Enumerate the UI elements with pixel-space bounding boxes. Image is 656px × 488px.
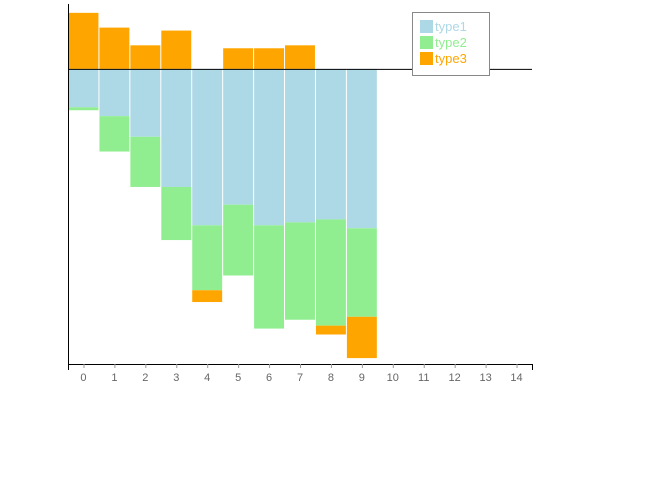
bar-type3-3: [161, 30, 192, 69]
bar-type1-5: [223, 68, 254, 205]
bar-type2-9: [346, 228, 377, 317]
bar-type2-8: [315, 219, 346, 326]
legend-swatch-type1: [420, 20, 433, 33]
bar-type1-7: [285, 68, 315, 223]
legend-label-type2: type2: [435, 35, 467, 50]
bar-type1-1: [99, 68, 130, 117]
bar-type3-7: [285, 45, 315, 69]
x-tick-label-10: 10: [387, 372, 399, 384]
bar-type2-6: [254, 225, 285, 329]
x-tick-label-6: 6: [266, 372, 272, 384]
x-tick-label-4: 4: [204, 372, 210, 384]
bar-type1-8: [315, 68, 346, 220]
bars-layer: [68, 12, 377, 359]
bar-type2-7: [285, 222, 315, 320]
x-tick-label-7: 7: [297, 372, 303, 384]
bar-type2-3: [161, 186, 192, 241]
x-tick-label-2: 2: [142, 372, 148, 384]
x-tick-label-5: 5: [235, 372, 241, 384]
bar-type2-0: [68, 107, 99, 111]
bar-type2-1: [99, 116, 130, 152]
x-tick-label-8: 8: [328, 372, 334, 384]
bar-type3-9: [346, 316, 377, 359]
x-axis: 0 1 2 3 4 5 6 7 8 9 10 11 12 13 14: [68, 364, 533, 384]
bar-type1-2: [130, 68, 161, 137]
legend-swatch-type2: [420, 36, 433, 49]
bar-type2-2: [130, 136, 161, 187]
bar-type1-4: [192, 68, 223, 226]
bar-type3-4: [192, 290, 223, 303]
x-tick-label-12: 12: [449, 372, 461, 384]
x-tick-label-11: 11: [418, 372, 429, 384]
legend-swatch-type3: [420, 52, 433, 65]
x-tick-label-0: 0: [80, 372, 86, 384]
bar-type3-2: [130, 45, 161, 69]
bar-type3-8: [315, 325, 346, 335]
bar-type3-6: [254, 48, 285, 69]
x-tick-label-1: 1: [111, 372, 117, 384]
x-tick-label-14: 14: [510, 372, 522, 384]
legend-label-type1: type1: [435, 19, 467, 34]
bar-type2-5: [223, 204, 254, 276]
x-tick-label-13: 13: [479, 372, 491, 384]
bar-type1-6: [254, 68, 285, 226]
bar-type3-5: [223, 48, 254, 69]
bar-type2-4: [192, 225, 223, 291]
x-tick-label-3: 3: [173, 372, 179, 384]
bar-type1-9: [346, 68, 377, 229]
bar-type3-0: [68, 12, 99, 69]
legend-label-type3: type3: [435, 51, 467, 66]
bar-type1-3: [161, 68, 192, 187]
bar-type1-0: [68, 68, 99, 108]
x-tick-label-9: 9: [359, 372, 365, 384]
bar-type3-1: [99, 27, 130, 69]
